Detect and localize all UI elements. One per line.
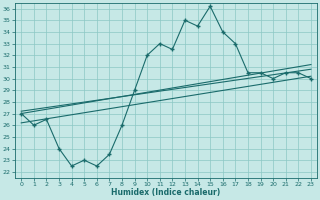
X-axis label: Humidex (Indice chaleur): Humidex (Indice chaleur) bbox=[111, 188, 221, 197]
